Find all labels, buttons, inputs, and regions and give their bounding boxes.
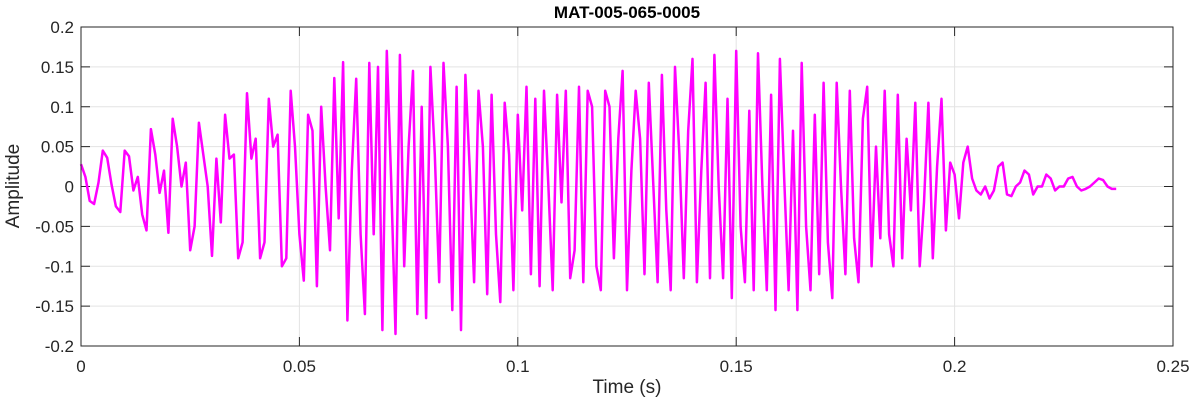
chart-title: MAT-005-065-0005 [554,3,700,22]
y-axis-label: Amplitude [3,144,24,229]
x-tick-label: 0.05 [283,357,316,376]
y-tick-label: 0.1 [50,98,74,117]
x-axis-label: Time (s) [593,377,662,398]
tick-labels: 0 0.05 0.1 0.15 0.2 0.25 -0.2 -0.15 -0.1 -0.05 0 0.… [35,18,1189,376]
y-tick-label: -0.15 [35,297,74,316]
plot-frame [80,26,1174,347]
y-tick-label: -0.2 [45,337,74,356]
y-tick-label: -0.1 [45,257,74,276]
amplitude-series-line [79,49,1117,336]
x-tick-label: 0.2 [943,357,967,376]
y-tick-label: 0.15 [41,58,74,77]
x-tick-label: 0.1 [506,357,530,376]
y-tick-label: 0 [65,178,74,197]
x-tick-label: 0 [76,357,85,376]
y-tick-label: 0.2 [50,18,74,37]
y-tick-label: -0.05 [35,217,74,236]
x-tick-label: 0.15 [720,357,753,376]
x-tick-label: 0.25 [1156,357,1189,376]
y-tick-label: 0.05 [41,138,74,157]
